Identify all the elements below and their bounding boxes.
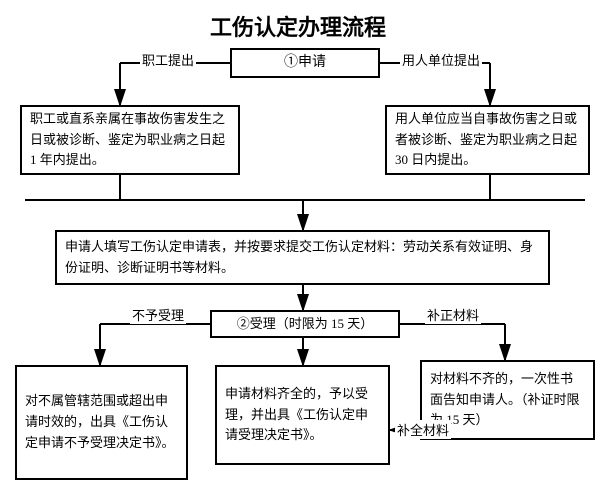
node-fill: 申请人填写工伤认定申请表，并按要求提交工伤认定材料：劳动关系有效证明、身份证明、… <box>55 230 550 285</box>
edge-label-l1: 职工提出 <box>140 50 196 69</box>
edge-label-l4: 补正材料 <box>425 305 481 324</box>
node-apply: ①申请 <box>230 48 380 78</box>
node-ok: 申请材料齐全的，予以受理，并出具《工伤认定申请受理决定书》。 <box>215 365 390 465</box>
edge-label-l5: 补全材料 <box>395 420 451 439</box>
page-title: 工伤认定办理流程 <box>210 10 386 42</box>
node-reject: 对不属管辖范围或超出申请时效的，出具《工伤认定申请不予受理决定书》。 <box>15 365 188 480</box>
node-accept: ②受理（时限为 15 天） <box>210 310 400 338</box>
edge-label-l3: 不予受理 <box>130 305 186 324</box>
edge-label-l2: 用人单位提出 <box>400 50 482 69</box>
node-unit: 用人单位应当自事故伤害之日或者被诊断、鉴定为职业病之日起 30 日内提出。 <box>385 105 590 175</box>
node-emp: 职工或直系亲属在事故伤害发生之日或被诊断、鉴定为职业病之日起 1 年内提出。 <box>20 105 240 175</box>
